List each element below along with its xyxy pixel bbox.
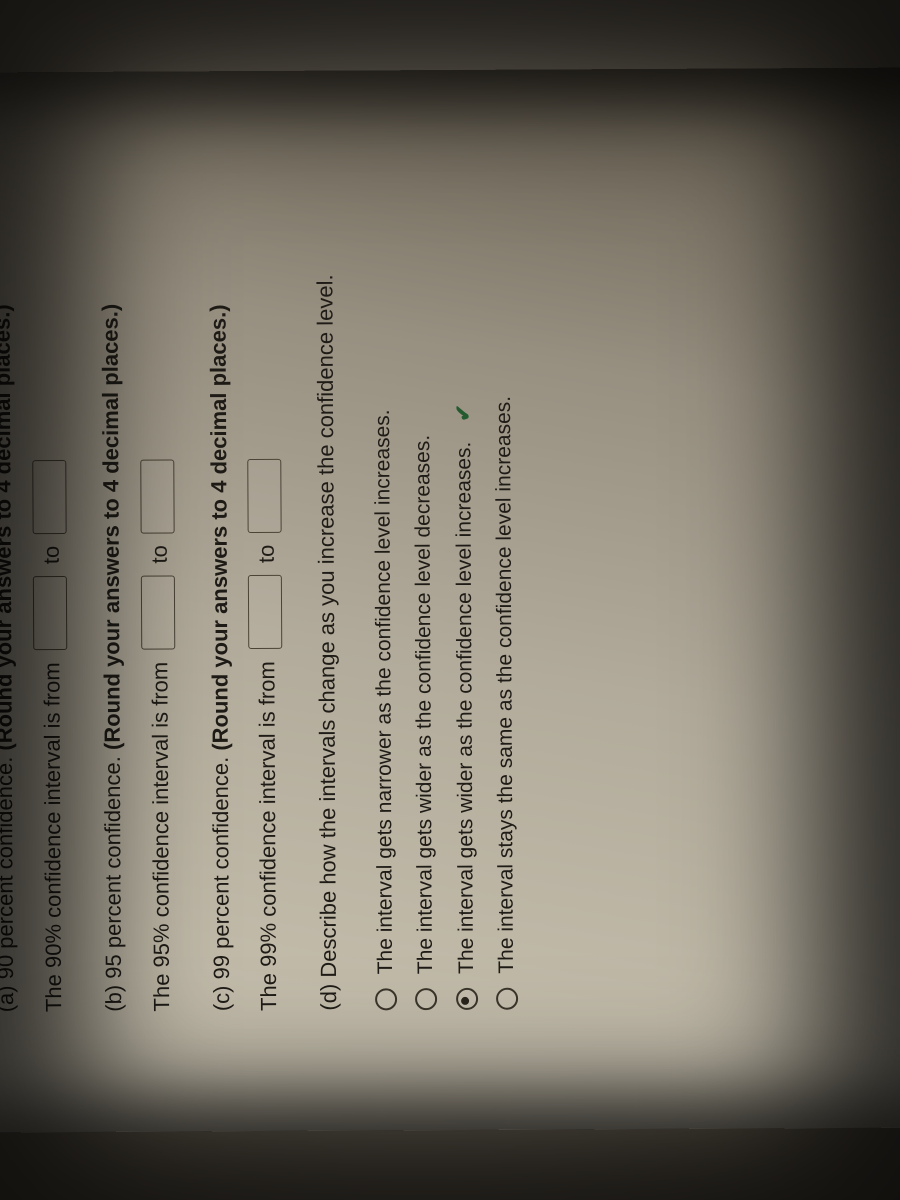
part-d-options: The interval gets narrower as the confid… bbox=[362, 160, 528, 1011]
option-radio-0[interactable] bbox=[375, 988, 397, 1010]
option-row-0[interactable]: The interval gets narrower as the confid… bbox=[362, 160, 407, 1010]
part-d-prompt: (d) Describe how the intervals change as… bbox=[310, 161, 344, 1011]
part-c-upper-input[interactable] bbox=[248, 458, 282, 532]
part-b: (b) 95 percent confidence. (Round your a… bbox=[95, 161, 177, 1011]
option-row-3[interactable]: The interval stays the same as the confi… bbox=[483, 160, 528, 1010]
part-b-prompt-prefix: (b) 95 percent confidence. bbox=[100, 750, 126, 1012]
part-b-answer-line: The 95% confidence interval is from to bbox=[138, 161, 176, 1011]
part-a-prompt-prefix: (a) 90 percent confidence. bbox=[0, 751, 19, 1013]
part-a-joiner: to bbox=[39, 546, 64, 564]
part-c-answer-prefix: The 99% confidence interval is from bbox=[255, 661, 282, 1011]
option-label-0: The interval gets narrower as the confid… bbox=[369, 409, 400, 974]
part-a: (a) 90 percent confidence. (Round your a… bbox=[0, 162, 69, 1012]
part-b-prompt-bold: (Round your answers to 4 decimal places.… bbox=[98, 304, 125, 750]
part-b-lower-input[interactable] bbox=[141, 576, 175, 650]
part-a-prompt: (a) 90 percent confidence. (Round your a… bbox=[0, 162, 21, 1012]
option-radio-3[interactable] bbox=[496, 988, 518, 1010]
part-c: (c) 99 percent confidence. (Round your a… bbox=[202, 161, 284, 1011]
part-c-prompt: (c) 99 percent confidence. (Round your a… bbox=[202, 161, 236, 1011]
part-c-joiner: to bbox=[254, 545, 279, 563]
option-label-3: The interval stays the same as the confi… bbox=[490, 396, 521, 974]
part-b-answer-prefix: The 95% confidence interval is from bbox=[147, 662, 174, 1012]
part-c-lower-input[interactable] bbox=[248, 575, 282, 649]
option-row-2[interactable]: The interval gets wider as the confidenc… bbox=[443, 160, 488, 1010]
part-b-upper-input[interactable] bbox=[140, 459, 174, 533]
part-a-upper-input[interactable] bbox=[32, 460, 66, 534]
part-c-prompt-bold: (Round your answers to 4 decimal places.… bbox=[205, 304, 232, 750]
photo-surface: Use the sample information x̄ = 40, σ = … bbox=[0, 0, 900, 1200]
worksheet-page: Use the sample information x̄ = 40, σ = … bbox=[0, 67, 900, 1134]
option-row-1[interactable]: The interval gets wider as the confidenc… bbox=[402, 160, 447, 1010]
part-b-prompt: (b) 95 percent confidence. (Round your a… bbox=[95, 162, 129, 1012]
part-a-answer-line: The 90% confidence interval is from to bbox=[31, 162, 69, 1012]
option-label-2: The interval gets wider as the confidenc… bbox=[450, 442, 481, 974]
option-radio-2[interactable] bbox=[456, 988, 478, 1010]
part-a-lower-input[interactable] bbox=[33, 576, 67, 650]
option-radio-1[interactable] bbox=[416, 988, 438, 1010]
part-c-answer-line: The 99% confidence interval is from to bbox=[246, 161, 284, 1011]
part-a-answer-prefix: The 90% confidence interval is from bbox=[39, 662, 66, 1012]
part-a-prompt-bold: (Round your answers to 4 decimal places.… bbox=[0, 304, 17, 750]
part-c-prompt-prefix: (c) 99 percent confidence. bbox=[208, 751, 234, 1012]
option-label-1: The interval gets wider as the confidenc… bbox=[410, 435, 441, 974]
part-d: (d) Describe how the intervals change as… bbox=[310, 160, 528, 1011]
correct-check-icon: ✔ bbox=[450, 404, 478, 422]
part-b-joiner: to bbox=[146, 545, 171, 563]
